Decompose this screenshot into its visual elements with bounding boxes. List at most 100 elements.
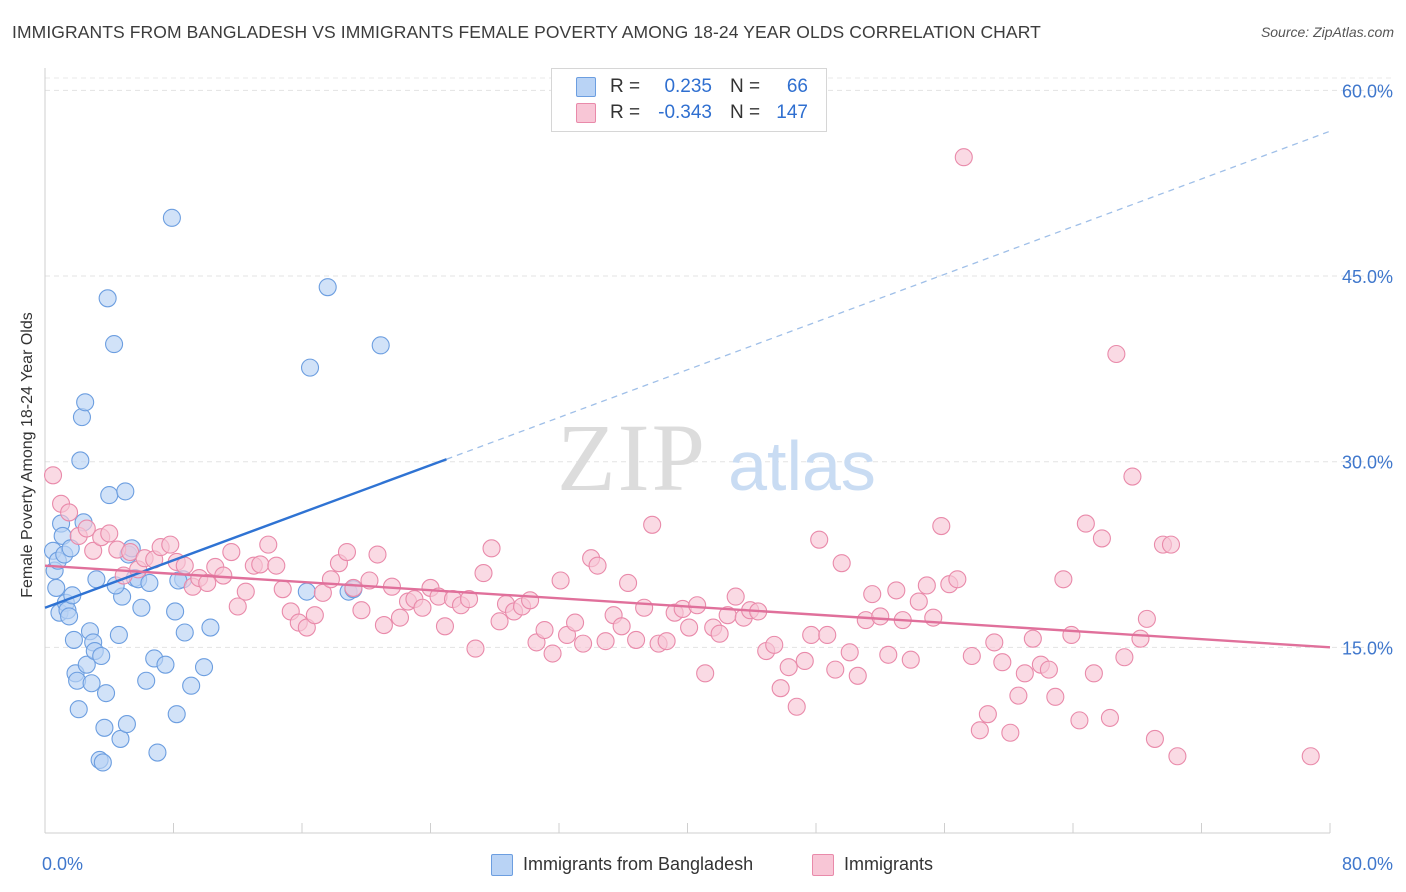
point-immigrants (251, 555, 270, 574)
point-bangladesh (371, 336, 390, 355)
point-immigrants (482, 539, 501, 558)
point-immigrants (726, 587, 745, 606)
point-immigrants (521, 591, 540, 610)
point-immigrants (459, 590, 479, 609)
point-bangladesh (156, 655, 175, 674)
point-immigrants (368, 545, 387, 564)
point-bangladesh (60, 607, 79, 626)
point-bangladesh (140, 573, 159, 593)
point-immigrants (643, 515, 662, 534)
point-immigrants (222, 542, 241, 562)
point-immigrants (267, 556, 286, 575)
point-immigrants (1100, 708, 1119, 727)
point-immigrants (1092, 529, 1111, 548)
point-immigrants (1046, 687, 1065, 706)
point-immigrants (1039, 660, 1058, 679)
point-immigrants (848, 666, 867, 685)
point-immigrants (657, 632, 676, 651)
point-immigrants (337, 542, 357, 562)
point-immigrants (60, 503, 79, 522)
y-tick-label: 30.0% (1342, 453, 1393, 473)
point-immigrants (566, 613, 585, 632)
watermark-atlas: atlas (728, 427, 876, 505)
trend-line-bangladesh (44, 458, 447, 609)
legend-swatch-pink (812, 854, 834, 876)
y-tick-label: 60.0% (1342, 81, 1393, 101)
point-immigrants (879, 645, 898, 664)
r-value: 0.235 (664, 76, 712, 97)
point-bangladesh (132, 598, 151, 617)
point-immigrants (1001, 723, 1020, 742)
point-bangladesh (77, 655, 96, 674)
point-immigrants (1062, 625, 1081, 645)
point-immigrants (1076, 514, 1095, 533)
x-tick-label: 80.0% (1342, 854, 1393, 874)
point-immigrants (543, 644, 562, 663)
point-immigrants (1123, 467, 1142, 486)
point-immigrants (588, 556, 607, 575)
point-immigrants (993, 653, 1012, 672)
r-value: -0.343 (658, 102, 712, 123)
point-immigrants (985, 633, 1004, 652)
point-immigrants (305, 606, 324, 625)
point-immigrants (1137, 609, 1156, 628)
point-bangladesh (82, 674, 101, 693)
point-immigrants (1161, 535, 1181, 554)
point-immigrants (175, 556, 194, 575)
point-immigrants (435, 617, 455, 636)
y-tick-label: 15.0% (1342, 638, 1393, 658)
point-immigrants (236, 582, 255, 601)
stats-row-bangladesh: R = 0.235 N = 66 (552, 74, 826, 100)
point-immigrants (627, 630, 646, 649)
point-bangladesh (96, 684, 116, 703)
point-bangladesh (95, 718, 114, 737)
point-immigrants (932, 516, 951, 536)
r-label: R = (610, 102, 641, 123)
chart-title: IMMIGRANTS FROM BANGLADESH VS IMMIGRANTS… (12, 22, 1041, 42)
bottom-legend: Immigrants from Bangladesh Immigrants (0, 852, 1406, 876)
point-immigrants (840, 643, 859, 662)
point-immigrants (374, 616, 393, 635)
point-immigrants (1054, 570, 1073, 589)
r-label: R = (610, 76, 641, 97)
y-tick-label: 45.0% (1342, 267, 1393, 287)
point-bangladesh (194, 658, 214, 677)
point-immigrants (612, 617, 631, 636)
point-bangladesh (47, 578, 66, 597)
point-bangladesh (87, 570, 106, 589)
n-label: N = (730, 76, 761, 97)
point-immigrants (962, 646, 981, 666)
point-immigrants (273, 580, 292, 599)
point-immigrants (390, 608, 410, 627)
point-immigrants (917, 576, 936, 595)
point-immigrants (771, 679, 790, 698)
point-immigrants (551, 571, 570, 590)
point-immigrants (474, 564, 493, 583)
point-immigrants (1107, 344, 1126, 364)
point-bangladesh (167, 705, 186, 724)
point-immigrants (596, 632, 615, 651)
point-bangladesh (93, 753, 112, 772)
point-bangladesh (318, 278, 337, 297)
point-immigrants (1115, 648, 1134, 667)
point-immigrants (466, 639, 485, 658)
point-immigrants (161, 535, 180, 554)
legend-label: Immigrants (844, 854, 934, 874)
point-bangladesh (162, 208, 181, 227)
point-immigrants (954, 148, 973, 167)
point-immigrants (696, 664, 715, 683)
point-immigrants (779, 658, 798, 677)
point-immigrants (978, 705, 997, 724)
point-immigrants (259, 535, 278, 554)
trend-lines (44, 130, 1331, 649)
stats-row-immigrants: R = -0.343 N = 147 (552, 100, 826, 126)
watermark-zip: ZIP (557, 404, 707, 511)
point-immigrants (970, 721, 989, 740)
point-immigrants (635, 598, 654, 617)
point-immigrants (948, 570, 967, 589)
point-immigrants (688, 596, 707, 615)
point-immigrants (680, 618, 699, 637)
axes (44, 68, 1331, 834)
legend-swatch-blue (576, 77, 596, 97)
